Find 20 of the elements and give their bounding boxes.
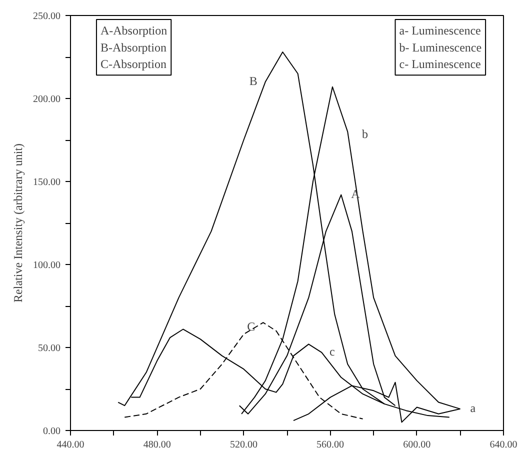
y-axis-title: Relative Intensity (arbitrary unit) <box>11 144 25 302</box>
annotation: a- Luminescence b- Luminescence c- Luminescence <box>399 24 482 72</box>
x-tick-label: 480.00 <box>143 440 171 450</box>
y-tick-label: 50.00 <box>38 343 60 354</box>
annotation: c <box>329 344 335 358</box>
annotation: A-Absorption B-Absorption C-Absorption <box>100 24 168 72</box>
x-tick-label: 600.00 <box>403 440 431 450</box>
annotation: a <box>470 400 476 415</box>
x-tick-label: 440.00 <box>56 440 84 450</box>
x-tick-label: 560.00 <box>316 440 344 450</box>
annotation: C <box>247 320 256 334</box>
x-tick-label: 520.00 <box>230 440 258 450</box>
annotation: B <box>249 74 258 88</box>
y-tick-label: 200.00 <box>33 94 60 105</box>
annotation: b <box>362 127 368 142</box>
y-tick-label: 0.00 <box>43 426 60 437</box>
x-tick-label: 640.00 <box>490 440 518 450</box>
y-tick-label: 250.00 <box>33 11 60 22</box>
y-tick-label: 150.00 <box>33 177 60 188</box>
y-tick-label: 100.00 <box>33 260 60 271</box>
